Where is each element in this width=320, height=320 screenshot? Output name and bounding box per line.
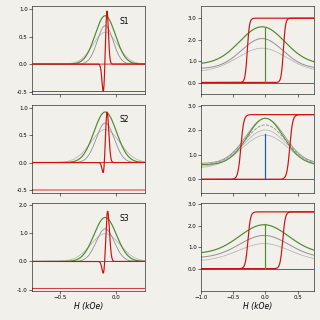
Text: S1: S1 (120, 17, 129, 26)
X-axis label: H (kOe): H (kOe) (74, 302, 103, 311)
Text: S3: S3 (120, 214, 130, 223)
X-axis label: H (kOe): H (kOe) (243, 302, 272, 311)
Text: S2: S2 (120, 116, 129, 124)
